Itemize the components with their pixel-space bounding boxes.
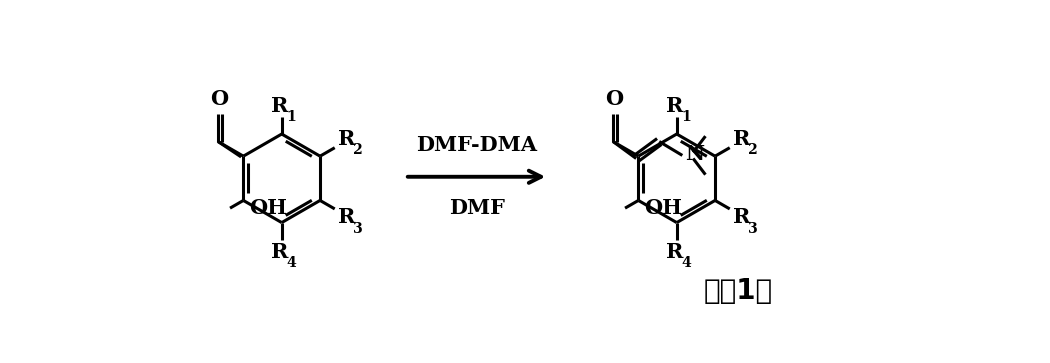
Text: 1: 1 <box>681 110 692 124</box>
Text: O: O <box>606 89 624 109</box>
Text: DMF: DMF <box>448 198 504 218</box>
Text: 2: 2 <box>353 143 362 158</box>
Text: R: R <box>338 129 355 149</box>
Text: OH: OH <box>645 198 683 218</box>
Text: 1: 1 <box>287 110 296 124</box>
Text: 4: 4 <box>287 256 296 270</box>
Text: 3: 3 <box>353 222 362 236</box>
Text: 3: 3 <box>748 222 758 236</box>
Text: DMF-DMA: DMF-DMA <box>416 135 537 155</box>
Text: 4: 4 <box>681 256 692 270</box>
Text: 式（1）: 式（1） <box>704 277 773 305</box>
Text: R: R <box>338 207 355 227</box>
Text: R: R <box>667 95 684 115</box>
Text: R: R <box>733 207 750 227</box>
Text: OH: OH <box>249 198 288 218</box>
Text: R: R <box>667 242 684 262</box>
Text: N: N <box>686 144 705 164</box>
Text: R: R <box>272 95 289 115</box>
Text: R: R <box>272 242 289 262</box>
Text: O: O <box>210 89 229 109</box>
Text: R: R <box>733 129 750 149</box>
Text: 2: 2 <box>748 143 758 158</box>
